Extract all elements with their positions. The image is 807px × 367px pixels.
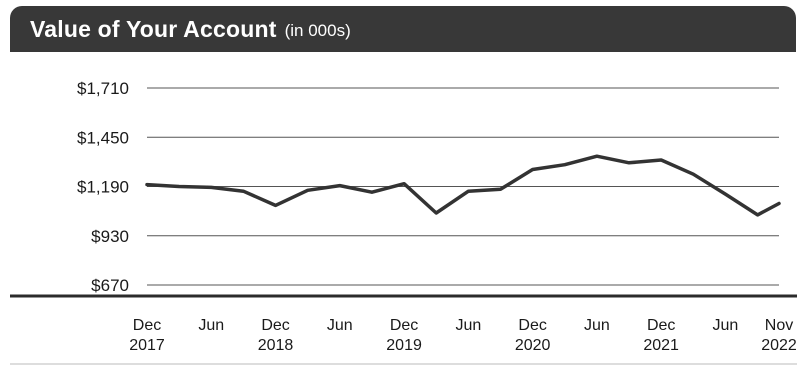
x-tick-label: Dec <box>647 317 675 334</box>
x-tick-label: Jun <box>455 317 481 334</box>
x-tick-year-label: 2021 <box>643 337 679 354</box>
chart-title: Value of Your Account <box>30 15 277 42</box>
gridlines <box>147 87 779 286</box>
y-tick-label: $670 <box>91 276 129 295</box>
y-tick-label: $1,710 <box>77 79 129 98</box>
y-tick-labels: $1,710 $1,450 $1,190 $930 $670 <box>77 79 129 295</box>
y-tick-label: $1,450 <box>77 128 129 147</box>
x-tick-label: Dec <box>133 317 161 334</box>
x-tick-label: Dec <box>518 317 546 334</box>
x-tick-label: Jun <box>327 317 353 334</box>
series-lines <box>145 154 781 217</box>
x-tick-label: Jun <box>584 317 610 334</box>
x-tick-year-label: 2017 <box>129 337 165 354</box>
x-tick-label: Dec <box>261 317 289 334</box>
x-tick-label: Jun <box>198 317 224 334</box>
x-tick-label: Dec <box>390 317 418 334</box>
x-tick-year-label: 2018 <box>258 337 294 354</box>
x-tick-year-label: 2020 <box>515 337 551 354</box>
chart-header: Value of Your Account (in 000s) <box>10 6 796 52</box>
x-tick-year-label: 2022 <box>761 337 797 354</box>
x-tick-label: Nov <box>765 317 793 334</box>
x-tick-labels: Dec 2017 Jun Dec 2018 Jun Dec 2019 Jun Dec 2020 Jun… <box>129 317 797 354</box>
chart-subtitle: (in 000s) <box>284 21 351 40</box>
series-line <box>145 154 781 217</box>
x-tick-year-label: 2019 <box>386 337 422 354</box>
y-tick-label: $1,190 <box>77 178 129 197</box>
x-tick-label: Jun <box>713 317 739 334</box>
y-tick-label: $930 <box>91 227 129 246</box>
